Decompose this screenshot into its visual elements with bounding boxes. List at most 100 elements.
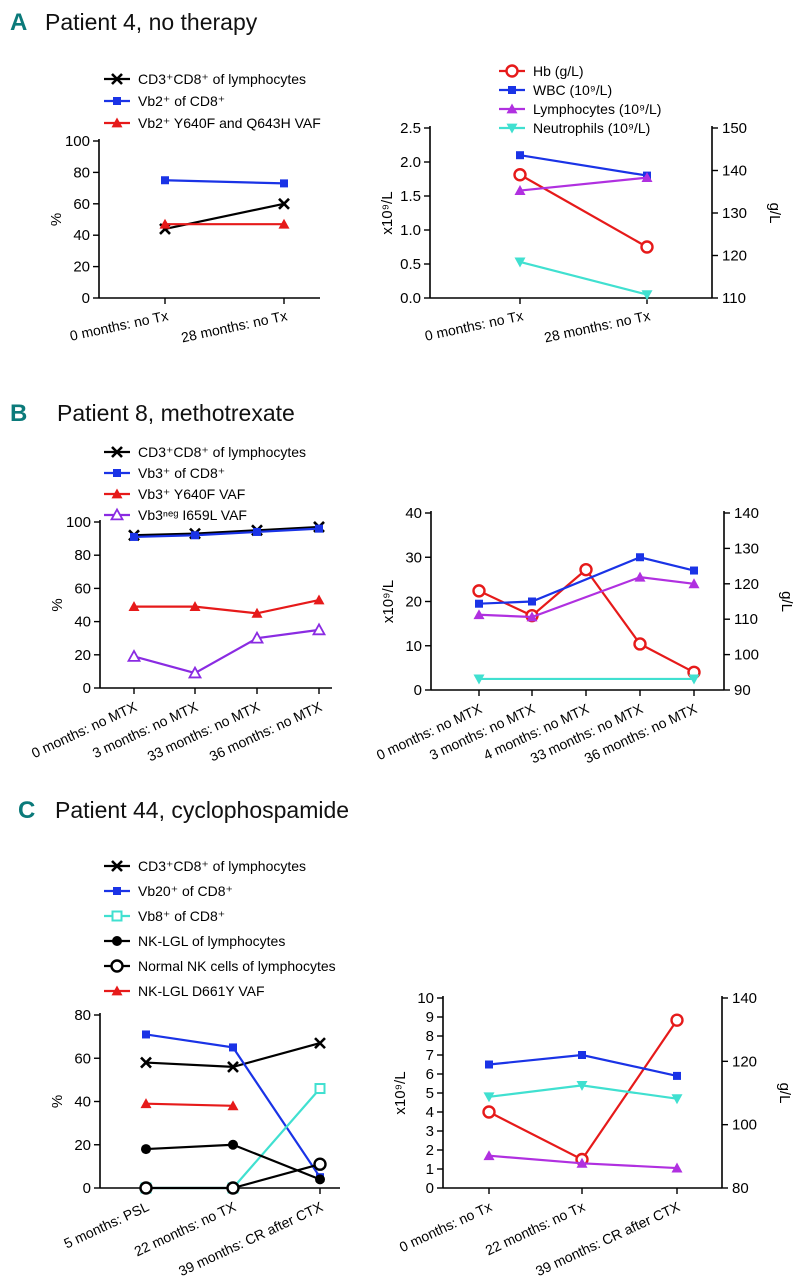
y-tick-label: 6 — [426, 1066, 434, 1083]
legend-marker — [111, 488, 123, 499]
y-tick-label: 2.5 — [400, 120, 421, 137]
x-tick-label: 36 months: no MTX — [207, 698, 325, 764]
data-point — [526, 611, 538, 622]
panel-title-a: Patient 4, no therapy — [45, 9, 258, 35]
legend-label: Vb2⁺ Y640F and Q643H VAF — [138, 115, 321, 131]
y2-tick-label: 120 — [722, 248, 747, 265]
y-tick-label: 4 — [426, 1104, 434, 1121]
legend-label: Vb3⁺ Y640F VAF — [138, 486, 245, 502]
y-tick-label: 0.0 — [400, 290, 421, 307]
data-point — [128, 601, 140, 612]
data-point — [140, 1056, 152, 1069]
y-tick-label: 100 — [65, 133, 90, 150]
y-tick-label: 80 — [74, 1007, 91, 1024]
data-point — [315, 1174, 325, 1185]
y-tick-label: 100 — [66, 514, 91, 531]
data-point — [641, 290, 653, 301]
data-point — [229, 1043, 237, 1052]
series-line — [133, 527, 320, 539]
data-point — [139, 1181, 153, 1195]
data-point — [315, 524, 323, 533]
y-tick-label: 30 — [405, 549, 422, 566]
y-axis-label: % — [49, 598, 66, 611]
y-tick-label: 1.5 — [400, 188, 421, 205]
panel-c-chart-2: 0 1 2 3 4 5 6 7 8 9 10 80 100 120 140 x10⁹/L g/L 0 months… — [392, 990, 793, 1279]
panel-b-chart-1: CD3⁺CD8⁺ of lymphocytes Vb3⁺ of CD8⁺ Vb3⁺ … — [29, 444, 332, 764]
y2-tick-label: 100 — [734, 647, 759, 664]
data-point — [473, 674, 485, 685]
series-1 — [159, 197, 290, 235]
y2-tick-label: 120 — [734, 576, 759, 593]
series-line — [519, 176, 648, 192]
data-point — [278, 197, 290, 210]
data-point — [516, 151, 524, 160]
series-line — [164, 179, 285, 185]
legend-label: WBC (10⁹/L) — [533, 82, 612, 98]
series-6 — [140, 1098, 239, 1111]
y-tick-label: 0 — [426, 1180, 434, 1197]
data-point — [514, 257, 526, 268]
y-tick-label: 40 — [74, 614, 91, 631]
x-tick-label: 28 months: no Tx — [543, 307, 652, 345]
y-tick-label: 9 — [426, 1009, 434, 1026]
y-tick-label: 20 — [73, 259, 90, 276]
y2-axis-label: g/L — [776, 1083, 793, 1104]
data-point — [576, 1157, 588, 1168]
y-axis-label: % — [48, 213, 65, 226]
y2-tick-label: 140 — [734, 505, 759, 522]
series-4 — [126, 622, 327, 679]
legend-label: Vb3ⁿᵉᵍ I659L VAF — [138, 507, 247, 523]
legend-marker — [110, 959, 124, 973]
data-point — [226, 1181, 240, 1195]
y2-tick-label: 140 — [722, 163, 747, 180]
data-point — [228, 1139, 238, 1150]
data-point — [278, 218, 290, 229]
y-tick-label: 60 — [74, 1050, 91, 1067]
data-point — [251, 607, 263, 618]
y-tick-label: 60 — [73, 196, 90, 213]
legend: CD3⁺CD8⁺ of lymphocytes Vb2⁺ of CD8⁺ Vb2⁺ … — [104, 71, 321, 131]
data-point — [634, 571, 646, 582]
legend-marker — [112, 936, 122, 946]
legend-marker — [111, 910, 123, 922]
data-point — [688, 674, 700, 685]
panel-b-header: B Patient 8, methotrexate — [10, 400, 295, 427]
y-tick-label: 20 — [405, 594, 422, 611]
panel-a-chart-2: Hb (g/L) WBC (10⁹/L) Lymphocytes (10⁹/L) Ne… — [379, 63, 783, 345]
series-line — [145, 1102, 234, 1107]
y-tick-label: 2.0 — [400, 154, 421, 171]
data-point — [126, 649, 142, 662]
data-point — [141, 1144, 151, 1155]
series-3 — [483, 1150, 683, 1173]
legend-label: Neutrophils (10⁹/L) — [533, 120, 650, 136]
legend: CD3⁺CD8⁺ of lymphocytes Vb3⁺ of CD8⁺ Vb3⁺ … — [104, 444, 306, 523]
series-line — [519, 260, 648, 296]
legend-label: NK-LGL of lymphocytes — [138, 933, 285, 949]
legend-label: Vb8⁺ of CD8⁺ — [138, 908, 225, 924]
data-point — [314, 1037, 326, 1050]
series-4 — [473, 674, 700, 685]
data-point — [688, 578, 700, 589]
series-4 — [141, 1139, 325, 1185]
y-axis-label: x10⁹/L — [380, 580, 397, 623]
legend-marker — [111, 985, 123, 996]
legend-label: CD3⁺CD8⁺ of lymphocytes — [138, 71, 306, 87]
y-tick-label: 3 — [426, 1123, 434, 1140]
data-point — [513, 168, 527, 182]
data-point — [641, 172, 653, 183]
data-point — [485, 1060, 493, 1069]
charts-layer: CD3⁺CD8⁺ of lymphocytes Vb2⁺ of CD8⁺ Vb2⁺ … — [29, 63, 795, 1279]
y-tick-label: 0 — [82, 290, 90, 307]
legend-label: CD3⁺CD8⁺ of lymphocytes — [138, 858, 306, 874]
y2-tick-label: 130 — [734, 540, 759, 557]
y-tick-label: 5 — [426, 1085, 434, 1102]
x-tick-label: 0 months: no MTX — [29, 698, 140, 761]
y-tick-label: 20 — [74, 1137, 91, 1154]
series-line — [478, 568, 695, 674]
data-point — [140, 1098, 152, 1109]
series-line — [134, 598, 320, 615]
series-5 — [139, 1157, 327, 1195]
y-tick-label: 0 — [83, 1180, 91, 1197]
y-tick-label: 2 — [426, 1142, 434, 1159]
y2-axis-label: g/L — [778, 591, 795, 612]
